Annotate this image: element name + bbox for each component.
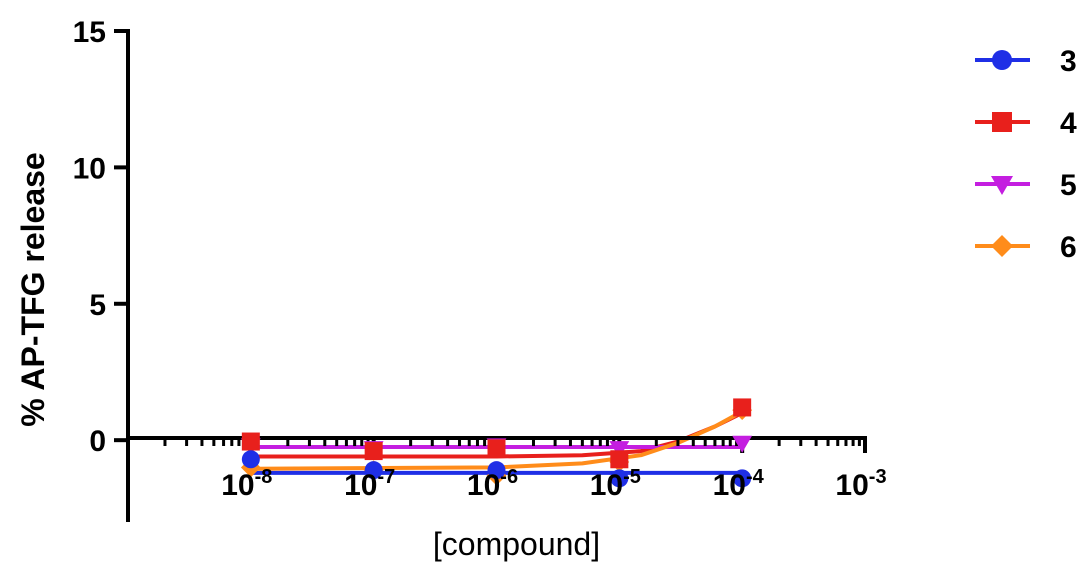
- y-tick-label: 0: [89, 425, 106, 458]
- legend-marker-4: [992, 112, 1012, 132]
- legend-label-5: 5: [1060, 169, 1077, 202]
- point-series-4: [733, 398, 752, 417]
- point-series-4: [241, 432, 260, 451]
- y-tick-label: 10: [73, 152, 106, 185]
- y-tick-label: 5: [89, 289, 106, 322]
- legend-label-6: 6: [1060, 231, 1077, 264]
- data-points: [240, 398, 753, 488]
- x-tick-label: 10-3: [835, 466, 886, 502]
- x-tick-label: 10-5: [590, 466, 641, 502]
- point-series-3: [610, 469, 629, 488]
- legend-label-3: 3: [1060, 45, 1077, 78]
- point-series-4: [610, 450, 629, 469]
- y-axis-title: % AP-TFG release: [15, 152, 51, 426]
- y-tick-label: 15: [73, 16, 106, 49]
- legend-label-4: 4: [1060, 107, 1077, 140]
- point-series-3: [733, 469, 752, 488]
- point-series-5: [732, 435, 753, 453]
- point-series-3: [487, 461, 506, 480]
- point-series-3: [241, 450, 260, 469]
- legend-marker-6: [991, 235, 1013, 257]
- point-series-4: [364, 442, 383, 461]
- legend-marker-3: [992, 50, 1012, 70]
- x-tick-label: 10-7: [344, 466, 395, 502]
- legend: 3 4 5 6: [975, 45, 1077, 264]
- x-axis-title: [compound]: [433, 526, 600, 562]
- point-series-4: [487, 439, 506, 458]
- x-tick-label: 10-6: [467, 466, 518, 502]
- point-series-3: [364, 461, 383, 480]
- point-series-5: [609, 441, 630, 459]
- x-tick-label: 10-8: [221, 466, 272, 502]
- x-tick-label: 10-4: [713, 466, 765, 502]
- tick-labels: 0 5 10 15 10-8 10-7 10-6 10-5 10-4 10-3: [73, 16, 887, 502]
- legend-marker-5: [991, 176, 1013, 195]
